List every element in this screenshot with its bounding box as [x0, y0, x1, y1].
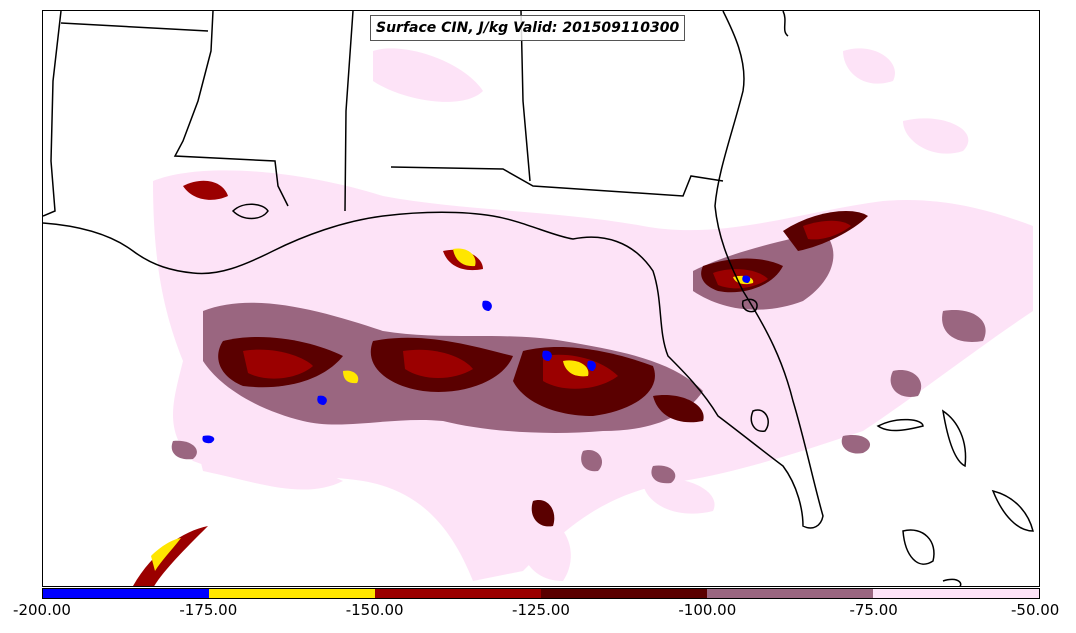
colorbar-segment	[707, 589, 873, 598]
colorbar-segment	[209, 589, 375, 598]
colorbar-tick-label: -100.00	[678, 601, 737, 619]
colorbar-tick-label: -50.00	[1010, 601, 1060, 619]
colorbar-tick-label: -150.00	[345, 601, 404, 619]
colorbar-tick-label: -200.00	[13, 601, 71, 619]
colorbar-tick-label: -125.00	[512, 601, 570, 619]
state-boundaries	[43, 11, 1034, 586]
colorbar-segment	[375, 589, 541, 598]
colorbar-segment	[873, 589, 1039, 598]
colorbar	[42, 588, 1040, 599]
cin-map	[43, 11, 1034, 586]
colorbar-segment	[541, 589, 707, 598]
cin-bin-blue	[202, 275, 751, 444]
colorbar-ticks: -200.00 -175.00 -150.00 -125.00 -100.00 -75.0…	[13, 601, 1059, 625]
map-panel	[42, 10, 1040, 587]
colorbar-segment	[43, 589, 209, 598]
colorbar-tick-label: -75.00	[849, 601, 898, 619]
colorbar-tick-label: -175.00	[179, 601, 238, 619]
cin-shading	[133, 48, 1033, 586]
map-title: Surface CIN, J/kg Valid: 201509110300	[370, 15, 686, 41]
